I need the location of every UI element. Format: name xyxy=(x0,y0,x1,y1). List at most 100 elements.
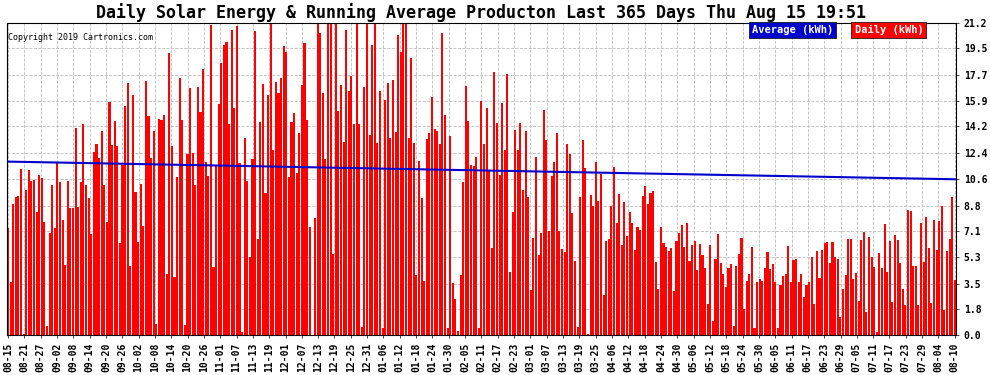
Bar xyxy=(36,212,38,335)
Bar xyxy=(366,23,368,335)
Bar xyxy=(184,324,186,335)
Bar xyxy=(197,87,199,335)
Bar xyxy=(566,144,568,335)
Bar xyxy=(296,173,298,335)
Bar xyxy=(327,23,329,335)
Bar xyxy=(860,240,862,335)
Bar xyxy=(347,91,349,335)
Bar xyxy=(171,146,173,335)
Bar xyxy=(236,26,238,335)
Bar xyxy=(335,23,337,335)
Bar xyxy=(702,255,704,335)
Bar xyxy=(135,192,137,335)
Text: Average (kWh): Average (kWh) xyxy=(752,25,834,35)
Bar xyxy=(808,282,810,335)
Bar xyxy=(7,228,9,335)
Bar xyxy=(543,111,545,335)
Bar xyxy=(202,69,204,335)
Bar xyxy=(262,84,264,335)
Bar xyxy=(23,334,25,335)
Bar xyxy=(306,120,308,335)
Bar xyxy=(933,220,935,335)
Bar xyxy=(402,23,405,335)
Bar xyxy=(561,249,563,335)
Bar xyxy=(111,145,113,335)
Bar xyxy=(298,133,300,335)
Bar xyxy=(148,116,149,335)
Bar xyxy=(163,115,165,335)
Bar xyxy=(873,267,875,335)
Bar xyxy=(459,274,461,335)
Bar xyxy=(18,196,20,335)
Bar xyxy=(223,45,225,335)
Bar xyxy=(675,241,677,335)
Bar xyxy=(878,253,880,335)
Bar xyxy=(857,301,859,335)
Bar xyxy=(346,30,347,335)
Bar xyxy=(948,239,950,335)
Bar xyxy=(613,167,615,335)
Bar xyxy=(95,144,97,335)
Bar xyxy=(517,150,519,335)
Bar xyxy=(723,274,725,335)
Bar xyxy=(116,146,119,335)
Bar xyxy=(761,281,763,335)
Bar xyxy=(288,177,290,335)
Bar xyxy=(509,272,511,335)
Bar xyxy=(363,87,365,335)
Bar xyxy=(829,263,831,335)
Bar xyxy=(943,310,945,335)
Bar xyxy=(659,227,662,335)
Bar xyxy=(338,111,340,335)
Bar xyxy=(691,244,693,335)
Bar xyxy=(389,138,391,335)
Bar xyxy=(283,46,285,335)
Bar xyxy=(637,226,639,335)
Bar xyxy=(522,190,524,335)
Bar xyxy=(39,175,41,335)
Bar xyxy=(25,190,28,335)
Bar xyxy=(90,234,92,335)
Bar xyxy=(837,259,839,335)
Bar xyxy=(254,31,256,335)
Bar xyxy=(558,231,560,335)
Bar xyxy=(143,226,145,335)
Bar xyxy=(891,303,893,335)
Bar xyxy=(608,239,610,335)
Bar xyxy=(210,25,212,335)
Text: Daily (kWh): Daily (kWh) xyxy=(854,25,924,35)
Bar xyxy=(646,204,648,335)
Bar xyxy=(886,272,888,335)
Bar xyxy=(600,174,602,335)
Bar xyxy=(98,158,100,335)
Bar xyxy=(186,154,188,335)
Bar xyxy=(925,217,928,335)
Bar xyxy=(782,276,784,335)
Bar xyxy=(301,85,303,335)
Bar xyxy=(707,304,709,335)
Bar xyxy=(525,131,527,335)
Bar xyxy=(397,34,399,335)
Bar xyxy=(56,162,58,335)
Bar xyxy=(290,122,293,335)
Bar xyxy=(194,185,196,335)
Bar xyxy=(61,220,63,335)
Bar xyxy=(844,275,846,335)
Bar xyxy=(777,328,779,335)
Bar xyxy=(251,159,253,335)
Bar xyxy=(464,86,467,335)
Bar xyxy=(849,239,851,335)
Bar xyxy=(667,251,669,335)
Bar xyxy=(199,112,202,335)
Bar xyxy=(355,23,357,335)
Bar xyxy=(319,33,321,335)
Bar xyxy=(738,254,740,335)
Bar xyxy=(478,328,480,335)
Bar xyxy=(894,235,896,335)
Bar xyxy=(454,299,456,335)
Bar xyxy=(652,191,654,335)
Bar xyxy=(912,266,914,335)
Bar xyxy=(392,80,394,335)
Bar xyxy=(548,231,550,335)
Bar xyxy=(832,242,834,335)
